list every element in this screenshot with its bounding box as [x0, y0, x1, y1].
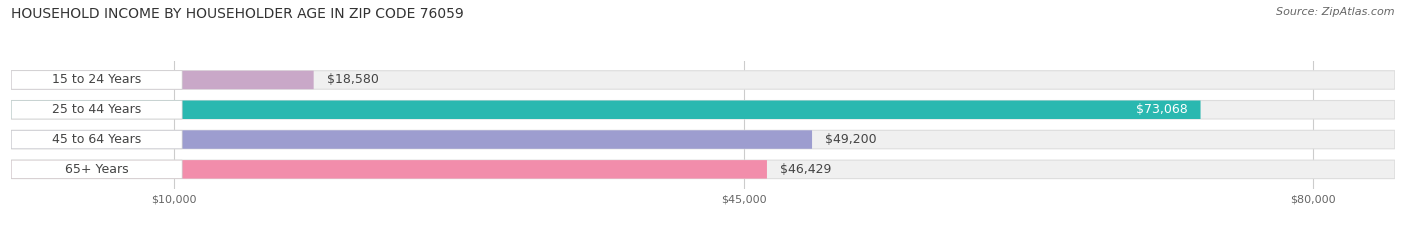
FancyBboxPatch shape	[11, 100, 183, 119]
FancyBboxPatch shape	[11, 71, 183, 89]
FancyBboxPatch shape	[11, 71, 1395, 89]
Text: 15 to 24 Years: 15 to 24 Years	[52, 73, 142, 86]
FancyBboxPatch shape	[11, 100, 1201, 119]
Text: 25 to 44 Years: 25 to 44 Years	[52, 103, 142, 116]
FancyBboxPatch shape	[11, 160, 1395, 179]
FancyBboxPatch shape	[11, 130, 1395, 149]
FancyBboxPatch shape	[11, 100, 1395, 119]
Text: $73,068: $73,068	[1136, 103, 1188, 116]
FancyBboxPatch shape	[11, 160, 183, 179]
Text: HOUSEHOLD INCOME BY HOUSEHOLDER AGE IN ZIP CODE 76059: HOUSEHOLD INCOME BY HOUSEHOLDER AGE IN Z…	[11, 7, 464, 21]
Text: Source: ZipAtlas.com: Source: ZipAtlas.com	[1277, 7, 1395, 17]
Text: $46,429: $46,429	[780, 163, 831, 176]
FancyBboxPatch shape	[11, 71, 314, 89]
Text: 65+ Years: 65+ Years	[65, 163, 128, 176]
Text: $18,580: $18,580	[326, 73, 378, 86]
Text: $49,200: $49,200	[825, 133, 877, 146]
FancyBboxPatch shape	[11, 130, 183, 149]
FancyBboxPatch shape	[11, 130, 813, 149]
Text: 45 to 64 Years: 45 to 64 Years	[52, 133, 142, 146]
FancyBboxPatch shape	[11, 160, 766, 179]
